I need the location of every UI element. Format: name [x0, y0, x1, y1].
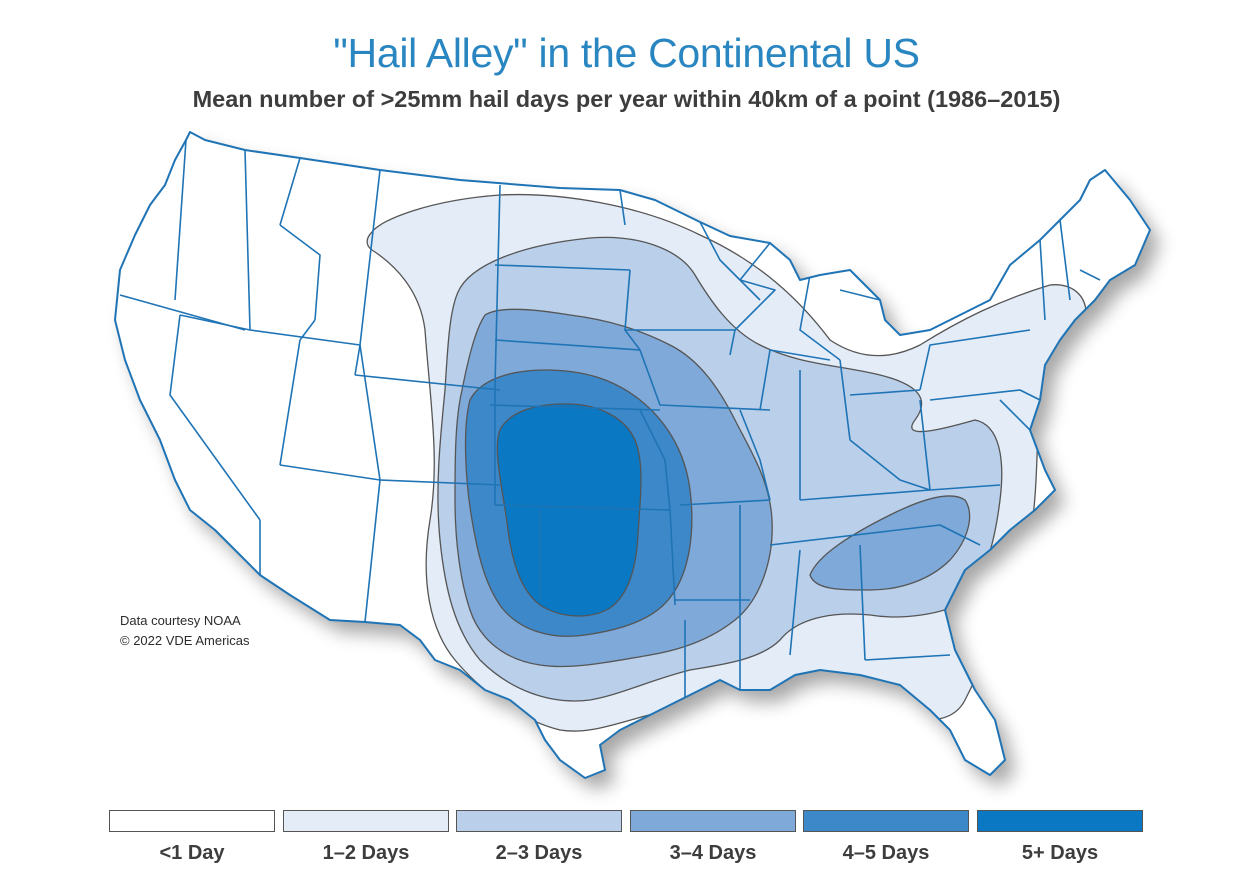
- state-boundary-line: [494, 504, 671, 511]
- state-boundary-line: [789, 549, 801, 656]
- state-boundary-line: [769, 524, 981, 546]
- legend-label: 5+ Days: [1021, 842, 1099, 864]
- legend-swatch: [630, 810, 796, 832]
- state-boundary-line: [839, 359, 851, 441]
- legend-swatch: [977, 810, 1143, 832]
- legend-swatch: [456, 810, 622, 832]
- state-boundaries: [119, 139, 1101, 700]
- map-title: "Hail Alley" in the Continental US: [333, 30, 920, 76]
- state-boundary-line: [849, 389, 921, 396]
- state-boundary-line: [999, 399, 1031, 431]
- state-boundary-line: [179, 314, 361, 346]
- state-boundary-line: [699, 221, 761, 301]
- legend-label: 1–2 Days: [322, 842, 410, 864]
- legend-item-3-4: 3–4 Days: [630, 810, 796, 870]
- state-boundary-line: [679, 499, 771, 506]
- state-boundary-line: [174, 139, 187, 301]
- credit-noaa: Data courtesy NOAA: [120, 613, 241, 628]
- legend-swatch: [109, 810, 275, 832]
- hail-contours: [366, 193, 1087, 732]
- state-boundary-line: [639, 409, 676, 606]
- legend: <1 Day 1–2 Days 2–3 Days 3–4 Days 4–5 Da…: [109, 810, 1145, 870]
- contour-3-4-days-southeast: [809, 495, 971, 591]
- state-boundary-line: [759, 349, 831, 411]
- contour-5-plus-days: [496, 403, 642, 617]
- state-boundary-line: [734, 279, 776, 331]
- legend-item-2-3: 2–3 Days: [456, 810, 622, 870]
- state-boundary-line: [279, 224, 321, 321]
- state-boundary-line: [739, 409, 771, 501]
- data-credits: Data courtesy NOAA © 2022 VDE Americas: [120, 611, 250, 651]
- state-boundary-line: [839, 289, 881, 301]
- state-boundary-line: [929, 389, 1041, 401]
- state-boundary-line: [639, 349, 771, 411]
- legend-item-1-2: 1–2 Days: [283, 810, 449, 870]
- state-boundary-line: [494, 264, 631, 271]
- legend-item-5-plus: 5+ Days: [977, 810, 1143, 870]
- state-boundary-line: [739, 242, 771, 281]
- state-boundary-line: [864, 654, 951, 661]
- credit-copyright: © 2022 VDE Americas: [120, 633, 250, 648]
- state-boundary-line: [1039, 239, 1046, 321]
- state-boundary-line: [354, 374, 501, 391]
- legend-label: 3–4 Days: [669, 842, 757, 864]
- state-boundary-line: [919, 329, 1031, 391]
- legend-label: 4–5 Days: [842, 842, 930, 864]
- state-boundary-line: [489, 404, 661, 411]
- state-boundary-line: [279, 157, 301, 226]
- legend-item-less-than-1: <1 Day: [109, 810, 275, 870]
- state-boundary-line: [279, 339, 301, 466]
- legend-swatch: [283, 810, 449, 832]
- state-boundary-line: [244, 149, 251, 331]
- state-boundary-line: [799, 274, 841, 361]
- legend-label: <1 Day: [159, 842, 225, 864]
- legend-swatch: [803, 810, 969, 832]
- state-boundary-line: [1059, 219, 1071, 301]
- state-boundary-line: [859, 544, 866, 661]
- state-boundary-line: [919, 399, 931, 491]
- state-boundary-line: [1079, 269, 1101, 281]
- state-boundary-line: [849, 439, 931, 491]
- legend-item-4-5: 4–5 Days: [803, 810, 969, 870]
- state-boundary-line: [169, 314, 261, 521]
- map-subtitle: Mean number of >25mm hail days per year …: [192, 86, 1061, 112]
- state-boundary-line: [494, 339, 641, 351]
- state-boundary-line: [494, 184, 501, 386]
- legend-label: 2–3 Days: [495, 842, 583, 864]
- state-boundary-line: [359, 344, 381, 623]
